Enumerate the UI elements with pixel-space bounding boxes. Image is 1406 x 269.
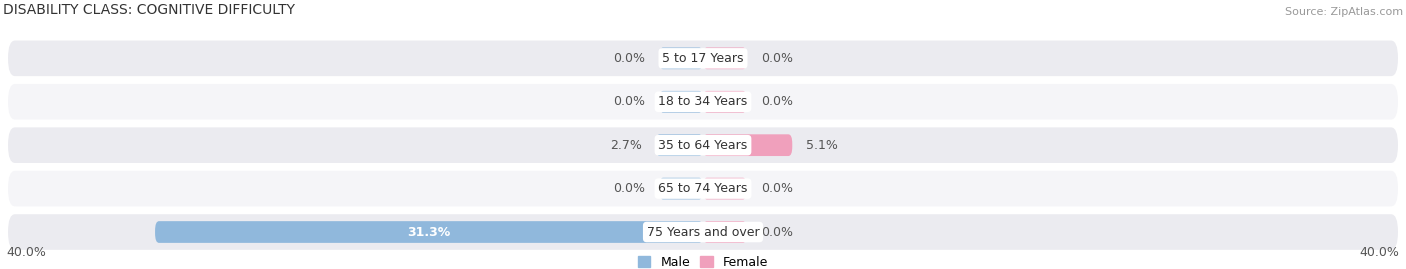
Text: 40.0%: 40.0% — [6, 246, 46, 259]
FancyBboxPatch shape — [155, 221, 703, 243]
FancyBboxPatch shape — [703, 178, 747, 199]
Text: 0.0%: 0.0% — [761, 182, 793, 195]
FancyBboxPatch shape — [8, 214, 1398, 250]
Text: 2.7%: 2.7% — [610, 139, 641, 152]
Text: 18 to 34 Years: 18 to 34 Years — [658, 95, 748, 108]
FancyBboxPatch shape — [703, 134, 792, 156]
Text: Source: ZipAtlas.com: Source: ZipAtlas.com — [1285, 7, 1403, 17]
Text: 0.0%: 0.0% — [761, 95, 793, 108]
Text: 5.1%: 5.1% — [806, 139, 838, 152]
FancyBboxPatch shape — [659, 47, 703, 69]
FancyBboxPatch shape — [655, 134, 703, 156]
FancyBboxPatch shape — [659, 91, 703, 113]
Text: 0.0%: 0.0% — [613, 95, 645, 108]
FancyBboxPatch shape — [659, 178, 703, 199]
Text: 40.0%: 40.0% — [1360, 246, 1400, 259]
Text: 0.0%: 0.0% — [613, 182, 645, 195]
FancyBboxPatch shape — [8, 41, 1398, 76]
Text: 31.3%: 31.3% — [408, 225, 451, 239]
FancyBboxPatch shape — [703, 47, 747, 69]
Text: 65 to 74 Years: 65 to 74 Years — [658, 182, 748, 195]
Text: DISABILITY CLASS: COGNITIVE DIFFICULTY: DISABILITY CLASS: COGNITIVE DIFFICULTY — [3, 3, 295, 17]
FancyBboxPatch shape — [703, 91, 747, 113]
Legend: Male, Female: Male, Female — [638, 256, 768, 269]
Text: 0.0%: 0.0% — [761, 225, 793, 239]
Text: 35 to 64 Years: 35 to 64 Years — [658, 139, 748, 152]
Text: 0.0%: 0.0% — [613, 52, 645, 65]
Text: 0.0%: 0.0% — [761, 52, 793, 65]
FancyBboxPatch shape — [703, 221, 747, 243]
FancyBboxPatch shape — [8, 84, 1398, 119]
FancyBboxPatch shape — [8, 128, 1398, 163]
Text: 75 Years and over: 75 Years and over — [647, 225, 759, 239]
Text: 5 to 17 Years: 5 to 17 Years — [662, 52, 744, 65]
FancyBboxPatch shape — [8, 171, 1398, 206]
